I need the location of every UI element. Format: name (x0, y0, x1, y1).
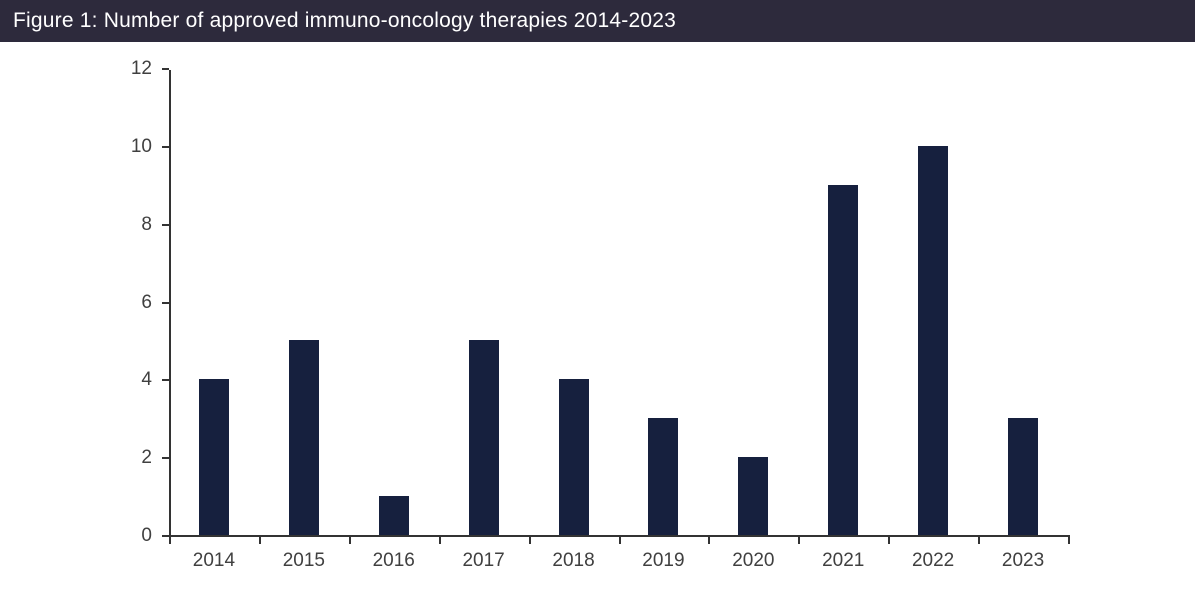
x-axis-tick-label: 2015 (282, 550, 325, 571)
figure-title: Figure 1: Number of approved immuno-onco… (13, 9, 677, 32)
x-axis-tick-label: 2023 (1001, 550, 1045, 571)
bar-2016 (378, 496, 409, 535)
y-axis-tick-label: 12 (130, 58, 152, 79)
x-axis-tick-label: 2017 (462, 550, 505, 571)
y-axis-tick-label: 8 (141, 213, 152, 235)
x-axis-tick (888, 537, 891, 544)
x-axis-tick (618, 537, 621, 544)
x-axis-tick-label: 2022 (911, 550, 955, 571)
bar-2015 (288, 340, 319, 535)
y-axis-tick (162, 457, 169, 460)
figure-title-bar: Figure 1: Number of approved immuno-onco… (0, 0, 1195, 42)
y-axis-tick (162, 301, 169, 304)
bar-2017 (468, 340, 499, 535)
x-axis-tick-label: 2018 (552, 550, 595, 571)
y-axis-tick-label: 0 (141, 525, 152, 546)
bar-2022 (918, 145, 949, 535)
x-axis-tick-label: 2019 (642, 550, 685, 571)
bar-2020 (738, 457, 769, 535)
x-axis-tick (169, 537, 171, 544)
y-axis-line (169, 70, 171, 539)
y-axis-tick (162, 379, 169, 382)
x-axis-tick (528, 537, 531, 544)
x-axis-tick (1068, 537, 1070, 544)
x-axis-tick (708, 537, 711, 544)
x-axis-tick (978, 537, 981, 544)
bar-2014 (198, 379, 229, 535)
y-axis-tick-label: 6 (141, 291, 152, 313)
y-axis-tick-label: 10 (130, 135, 152, 157)
x-axis-tick (438, 537, 441, 544)
y-axis-tick-label: 2 (141, 447, 152, 469)
bar-2019 (648, 418, 679, 535)
x-axis-tick-label: 2014 (192, 550, 236, 571)
x-axis-tick (798, 537, 801, 544)
x-axis-tick (348, 537, 351, 544)
y-axis-tick-label: 4 (141, 369, 152, 391)
x-axis-tick-label: 2016 (372, 550, 415, 571)
x-axis-tick (258, 537, 261, 544)
y-axis-tick (162, 145, 169, 148)
x-axis-line (169, 535, 1070, 537)
x-axis-tick-label: 2021 (822, 550, 865, 571)
y-axis-tick (162, 223, 169, 226)
bar-2021 (828, 184, 859, 535)
y-axis-tick (162, 535, 169, 537)
y-axis-tick (162, 68, 169, 70)
bar-2018 (558, 379, 589, 535)
bar-2023 (1008, 418, 1039, 535)
x-axis-tick-label: 2020 (732, 550, 775, 571)
